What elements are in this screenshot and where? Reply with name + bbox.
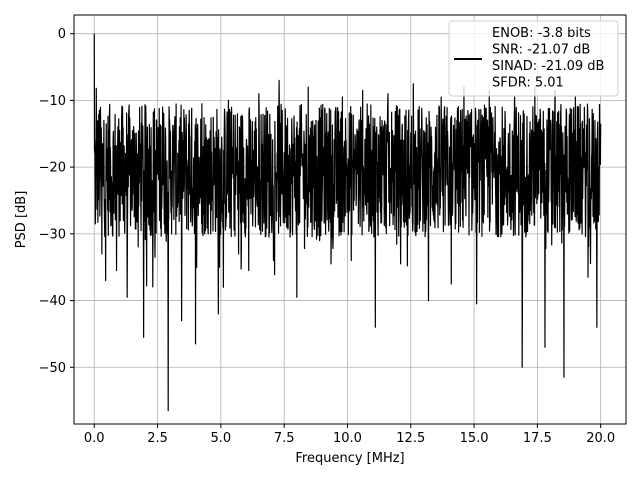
legend-enob: ENOB: -3.8 bits	[492, 26, 591, 41]
x-tick-label: 12.5	[396, 431, 425, 446]
x-axis-label: Frequency [MHz]	[295, 451, 404, 466]
x-tick-label: 17.5	[523, 431, 552, 446]
legend-box	[448, 20, 619, 97]
y-tick-label: −10	[39, 94, 66, 109]
legend: ENOB: -3.8 bits SNR: -21.07 dB SINAD: -2…	[448, 20, 619, 97]
plot-area	[93, 33, 602, 412]
y-axis-label: PSD [dB]	[14, 191, 29, 249]
legend-sfdr: SFDR: 5.01	[492, 76, 564, 91]
y-tick-label: 0	[58, 27, 66, 42]
psd-trace	[93, 33, 602, 412]
legend-snr: SNR: -21.07 dB	[492, 43, 590, 58]
x-tick-label: 15.0	[460, 431, 489, 446]
x-tick-label: 7.5	[274, 431, 295, 446]
legend-sinad: SINAD: -21.09 dB	[492, 59, 604, 74]
y-tick-label: −40	[39, 294, 66, 309]
y-tick-label: −50	[39, 361, 66, 376]
y-tick-label: −30	[39, 227, 66, 242]
x-tick-label: 20.0	[586, 431, 615, 446]
x-axis-ticks: 0.0 2.5 5.0 7.5 10.0 12.5 15.0 17.5 20.0	[84, 424, 615, 446]
x-tick-label: 2.5	[147, 431, 168, 446]
y-tick-label: −20	[39, 161, 66, 176]
x-tick-label: 5.0	[211, 431, 232, 446]
axes-frame	[73, 14, 627, 425]
y-axis-ticks: 0 −10 −20 −30 −40 −50	[39, 27, 74, 376]
x-tick-label: 10.0	[333, 431, 362, 446]
x-tick-label: 0.0	[84, 431, 105, 446]
